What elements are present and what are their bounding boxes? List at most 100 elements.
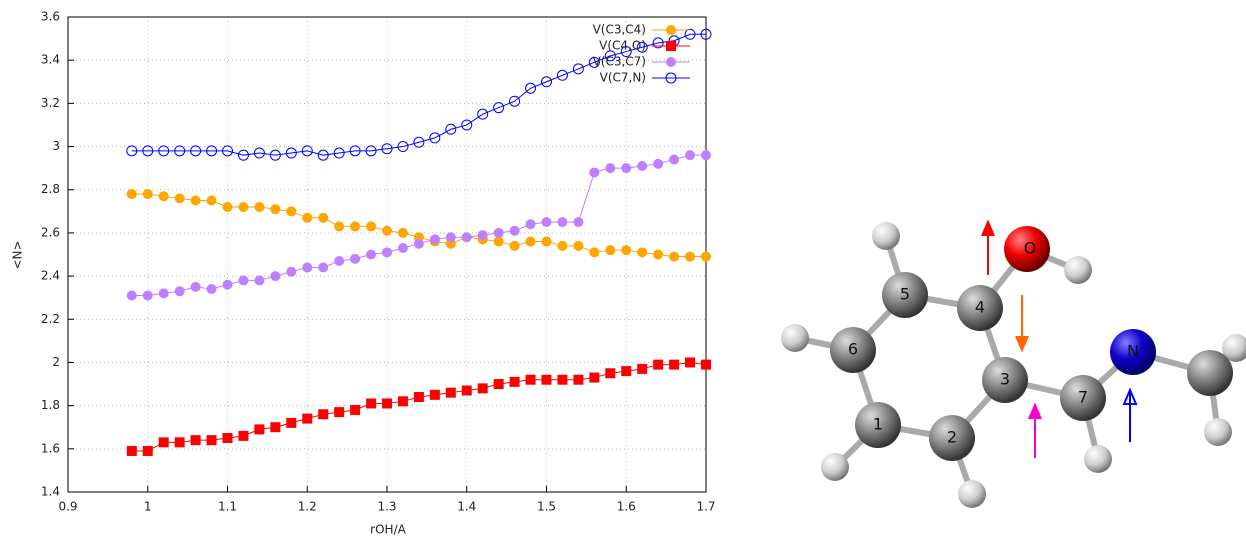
marker bbox=[254, 202, 264, 212]
marker bbox=[398, 243, 408, 253]
marker bbox=[318, 409, 328, 419]
atom-label: O bbox=[1024, 239, 1037, 258]
marker bbox=[207, 196, 217, 206]
marker bbox=[398, 396, 408, 406]
legend-marker bbox=[666, 41, 676, 51]
marker bbox=[494, 237, 504, 247]
marker bbox=[223, 433, 233, 443]
marker bbox=[542, 217, 552, 227]
marker bbox=[382, 398, 392, 408]
marker bbox=[143, 446, 153, 456]
x-tick-label: 1.3 bbox=[377, 500, 396, 514]
x-tick-label: 1.4 bbox=[457, 500, 476, 514]
marker bbox=[605, 245, 615, 255]
marker bbox=[557, 241, 567, 251]
marker bbox=[446, 388, 456, 398]
marker bbox=[669, 155, 679, 165]
marker bbox=[701, 360, 711, 370]
marker bbox=[526, 237, 536, 247]
marker bbox=[334, 256, 344, 266]
marker bbox=[350, 405, 360, 415]
y-tick-label: 3 bbox=[52, 139, 60, 153]
y-tick-label: 3.2 bbox=[41, 96, 60, 110]
marker bbox=[542, 375, 552, 385]
chart: rOH/A <N> 1.41.61.822.22.42.62.833.23.43… bbox=[11, 10, 716, 537]
marker bbox=[573, 217, 583, 227]
legend-label: V(C7,N) bbox=[600, 71, 646, 85]
y-tick-label: 2.2 bbox=[41, 312, 60, 326]
marker bbox=[430, 234, 440, 244]
x-tick-label: 0.9 bbox=[58, 500, 77, 514]
series-line bbox=[132, 155, 706, 295]
marker bbox=[238, 275, 248, 285]
marker bbox=[143, 189, 153, 199]
y-tick-label: 1.8 bbox=[41, 398, 60, 412]
x-tick-label: 1.6 bbox=[617, 500, 636, 514]
marker bbox=[542, 237, 552, 247]
atom-label: 4 bbox=[975, 298, 985, 317]
marker bbox=[366, 250, 376, 260]
marker bbox=[159, 288, 169, 298]
marker bbox=[653, 159, 663, 169]
marker bbox=[462, 386, 472, 396]
marker bbox=[238, 202, 248, 212]
marker bbox=[127, 446, 137, 456]
marker bbox=[637, 364, 647, 374]
marker bbox=[382, 226, 392, 236]
marker bbox=[302, 414, 312, 424]
legend-marker bbox=[666, 57, 676, 67]
marker bbox=[175, 286, 185, 296]
marker bbox=[494, 379, 504, 389]
y-tick-label: 1.4 bbox=[41, 485, 60, 499]
marker bbox=[398, 228, 408, 238]
marker bbox=[334, 221, 344, 231]
marker bbox=[302, 213, 312, 223]
y-tick-label: 3.6 bbox=[41, 10, 60, 24]
marker bbox=[685, 150, 695, 160]
marker bbox=[350, 254, 360, 264]
marker bbox=[159, 437, 169, 447]
marker bbox=[685, 357, 695, 367]
marker bbox=[254, 275, 264, 285]
y-tick-label: 1.6 bbox=[41, 441, 60, 455]
marker bbox=[270, 422, 280, 432]
marker bbox=[270, 271, 280, 281]
marker bbox=[526, 375, 536, 385]
marker bbox=[302, 262, 312, 272]
marker bbox=[685, 252, 695, 262]
molecule: O 4 5 6 1 2 3 7 N bbox=[781, 222, 1246, 508]
marker bbox=[557, 217, 567, 227]
marker bbox=[557, 375, 567, 385]
marker bbox=[382, 247, 392, 257]
marker bbox=[286, 418, 296, 428]
marker bbox=[191, 435, 201, 445]
marker bbox=[175, 437, 185, 447]
atom-label: 3 bbox=[1000, 370, 1010, 389]
marker bbox=[223, 280, 233, 290]
atom-label: 6 bbox=[848, 340, 858, 359]
marker bbox=[143, 291, 153, 301]
y-tick-label: 3.4 bbox=[41, 53, 60, 67]
marker bbox=[526, 219, 536, 229]
marker bbox=[238, 431, 248, 441]
marker bbox=[286, 206, 296, 216]
x-tick-label: 1.2 bbox=[298, 500, 317, 514]
y-tick-label: 2.8 bbox=[41, 182, 60, 196]
marker bbox=[653, 360, 663, 370]
marker bbox=[286, 267, 296, 277]
marker bbox=[446, 232, 456, 242]
marker bbox=[191, 282, 201, 292]
x-tick-label: 1 bbox=[144, 500, 152, 514]
marker bbox=[621, 163, 631, 173]
atom-label: N bbox=[1127, 342, 1139, 361]
marker bbox=[127, 291, 137, 301]
marker bbox=[637, 247, 647, 257]
marker bbox=[318, 213, 328, 223]
marker bbox=[494, 228, 504, 238]
marker bbox=[510, 241, 520, 251]
marker bbox=[318, 262, 328, 272]
y-tick-label: 2 bbox=[52, 355, 60, 369]
marker bbox=[414, 392, 424, 402]
y-axis-label: <N> bbox=[11, 240, 25, 269]
marker bbox=[366, 221, 376, 231]
